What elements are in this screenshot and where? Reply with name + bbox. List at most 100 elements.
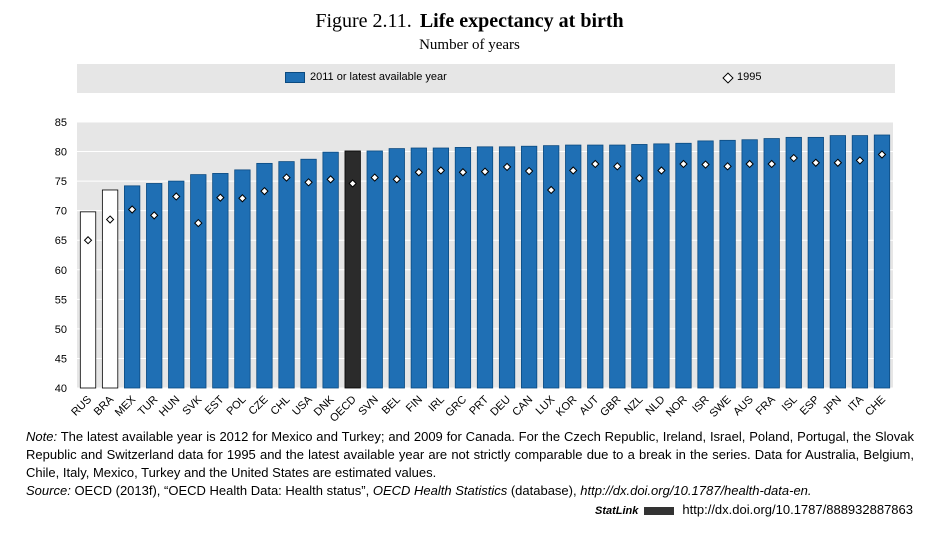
marker-1995-hun — [172, 192, 181, 201]
bar-nor — [675, 142, 692, 389]
bar-lux — [543, 145, 560, 389]
bar-est — [212, 173, 229, 389]
marker-1995-kor — [569, 166, 578, 175]
marker-1995-nor — [679, 159, 688, 169]
source-label: Source: — [26, 483, 71, 498]
bar-aus — [741, 139, 758, 389]
x-tick-label: EST — [203, 393, 227, 417]
bar-pol — [234, 169, 251, 389]
bar-ita — [851, 135, 869, 389]
marker-1995-che — [877, 150, 887, 159]
y-tick-label: 75 — [55, 176, 67, 188]
bar-usa — [300, 158, 317, 389]
bar-svk — [190, 174, 207, 389]
bar-bra — [101, 189, 119, 389]
marker-1995-tur — [149, 211, 159, 220]
bar-svn — [366, 150, 383, 389]
marker-1995-bel — [392, 175, 401, 184]
marker-1995-pol — [238, 194, 247, 203]
y-tick-label: 55 — [55, 294, 67, 306]
marker-1995-dnk — [326, 175, 335, 184]
bar-nzl — [631, 144, 648, 389]
y-tick-label: 45 — [55, 353, 67, 365]
x-tick-label: GBR — [598, 394, 623, 419]
x-tick-label: SWE — [708, 394, 734, 420]
bar-chl — [278, 161, 295, 389]
marker-1995-lux — [546, 185, 556, 195]
marker-1995-nzl — [635, 173, 644, 183]
bar-esp — [807, 136, 824, 389]
bar-isr — [697, 140, 714, 389]
marker-1995-ita — [855, 156, 865, 165]
marker-1995-gbr — [613, 162, 622, 171]
x-tick-label: CHE — [863, 394, 888, 419]
x-tick-label: CZE — [247, 394, 271, 418]
legend-bar-label: 2011 or latest available year — [310, 71, 447, 83]
y-tick-label: 40 — [55, 383, 67, 395]
legend-bar-swatch — [285, 72, 305, 83]
y-tick-label: 80 — [55, 147, 67, 159]
bar-che — [873, 134, 891, 389]
bar-cze — [256, 162, 273, 389]
y-tick-label: 70 — [55, 206, 67, 218]
x-tick-label: BRA — [92, 393, 117, 418]
source-line: Source: OECD (2013f), “OECD Health Data:… — [26, 483, 914, 498]
x-tick-label: AUT — [577, 393, 601, 417]
bar-gbr — [609, 144, 626, 389]
bar-aut — [587, 144, 604, 389]
x-tick-label: FRA — [754, 393, 779, 418]
y-tick-label: 50 — [55, 324, 67, 336]
y-tick-label: 60 — [55, 265, 67, 277]
x-tick-label: MEX — [113, 393, 139, 419]
bar-nld — [653, 143, 670, 389]
marker-1995-jpn — [833, 158, 843, 167]
x-tick-label: ISL — [780, 394, 800, 414]
marker-1995-irl — [436, 166, 446, 175]
marker-1995-svn — [370, 173, 379, 182]
source-url-link[interactable]: http://dx.doi.org/10.1787/health-data-en… — [580, 483, 812, 498]
marker-1995-chl — [282, 173, 291, 182]
marker-1995-can — [524, 166, 534, 176]
statlink-label: StatLink — [595, 505, 639, 517]
bar-swe — [719, 139, 736, 389]
marker-1995-est — [216, 193, 225, 202]
x-tick-label: NZL — [622, 394, 645, 417]
x-tick-label: KOR — [554, 394, 579, 419]
bar-hun — [168, 180, 185, 389]
statlink: StatLink http://dx.doi.org/10.1787/888932… — [595, 502, 913, 517]
bar-grc — [454, 147, 472, 389]
source-text-1: OECD (2013f), “OECD Health Data: Health … — [74, 483, 370, 498]
marker-1995-esp — [811, 158, 821, 167]
bar-tur — [146, 183, 163, 389]
x-tick-label: SVK — [180, 393, 205, 418]
legend: 2011 or latest available year 1995 — [77, 64, 895, 93]
marker-1995-rus — [83, 236, 93, 245]
figure-label: Figure 2.11. — [315, 10, 412, 32]
legend-marker-label: 1995 — [737, 71, 762, 83]
x-tick-label: BEL — [380, 394, 403, 417]
bar-isl — [785, 136, 802, 389]
marker-1995-aut — [591, 159, 600, 169]
marker-1995-deu — [502, 162, 512, 172]
x-tick-label: CAN — [510, 394, 535, 419]
x-tick-label: NOR — [664, 394, 690, 420]
chart-subtitle: Number of years — [419, 37, 520, 53]
x-tick-label: AUS — [731, 394, 755, 418]
marker-1995-mex — [127, 205, 137, 214]
x-tick-label: TUR — [136, 394, 161, 419]
marker-1995-isr — [701, 160, 710, 169]
note-text: The latest available year is 2012 for Me… — [26, 429, 914, 480]
marker-1995-swe — [723, 162, 732, 171]
x-tick-label: ESP — [798, 394, 822, 418]
bar-jpn — [829, 135, 846, 389]
x-tick-label: GRC — [443, 394, 469, 420]
marker-1995-usa — [304, 178, 313, 187]
x-tick-label: RUS — [69, 394, 94, 419]
bar-oecd — [344, 150, 361, 389]
marker-1995-grc — [458, 168, 468, 177]
statlink-url-link[interactable]: http://dx.doi.org/10.1787/888932887863 — [682, 502, 913, 517]
bar-chart: 40455055606570758085RUSBRAMEXTURHUNSVKES… — [55, 117, 893, 425]
marker-1995-nld — [657, 166, 666, 175]
marker-1995-svk — [194, 218, 203, 228]
bar-kor — [565, 144, 582, 389]
